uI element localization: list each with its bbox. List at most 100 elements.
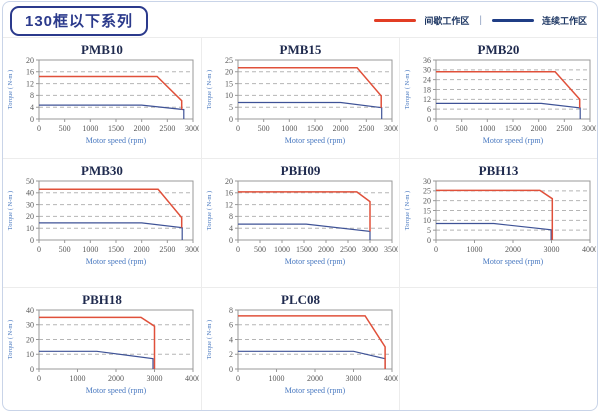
x-tick-label: 1500 (505, 124, 521, 133)
chart-title: PMB20 (477, 42, 520, 57)
intermittent-curve (39, 316, 156, 369)
x-tick-label: 4000 (384, 374, 398, 383)
chart-cell-pmb10: PMB10 0 4 8 12 16 20 0 500 1000 1500 2000 2500 3000 Mo… (3, 37, 201, 158)
intermittent-curve (435, 189, 553, 240)
x-tick-label: 1000 (82, 245, 98, 254)
chart-title: PLC08 (281, 292, 320, 307)
y-tick-label: 4 (229, 335, 233, 344)
y-tick-label: 0 (427, 236, 431, 245)
series-title: 130框以下系列 (25, 12, 134, 30)
x-tick-label: 2000 (332, 124, 348, 133)
chart-pmb15: 0 5 10 15 20 25 0 500 1000 1500 2000 2500 3000 Motor … (206, 57, 398, 145)
chart-pmb30: 01020304050050010001500200025003000Motor… (7, 178, 199, 266)
continuous-curve (435, 222, 552, 240)
y-tick-label: 0 (229, 115, 233, 124)
y-axis-label: Torque ( N-m ) (7, 70, 14, 109)
y-tick-label: 24 (423, 75, 431, 84)
y-tick-label: 50 (26, 178, 34, 186)
x-tick-label: 500 (455, 124, 467, 133)
chart-title: PMB15 (279, 42, 322, 57)
x-tick-label: 500 (257, 124, 269, 133)
x-axis-label: Motor speed (rpm) (482, 257, 543, 266)
x-tick-label: 0 (236, 245, 240, 254)
y-tick-label: 16 (26, 68, 34, 77)
y-tick-label: 12 (26, 79, 34, 88)
intermittent-curve (39, 75, 183, 110)
x-tick-label: 3000 (582, 124, 596, 133)
x-tick-label: 3000 (543, 245, 559, 254)
y-axis-label: Torque ( N-m ) (404, 70, 411, 109)
y-tick-label: 10 (26, 224, 34, 233)
chart-cell-pmb20: PMB20 0 6 12 18 24 30 36 0 500 1000 1500 2000 2500 300… (399, 37, 597, 158)
y-tick-label: 8 (30, 91, 34, 100)
x-tick-label: 4000 (185, 374, 199, 383)
x-tick-label: 0 (434, 245, 438, 254)
x-tick-label: 1000 (479, 124, 495, 133)
series-title-box: 130框以下系列 (10, 5, 149, 36)
y-tick-label: 0 (30, 115, 34, 124)
x-tick-label: 3000 (345, 374, 361, 383)
continuous-zone-label: 连续工作区 (541, 16, 587, 26)
y-tick-label: 12 (423, 95, 431, 104)
y-axis-label: Torque ( N-m ) (7, 320, 14, 359)
chart-pbh18: 0 10 20 30 40 0 1000 2000 3000 4000 Motor speed (r… (7, 307, 199, 395)
y-tick-label: 6 (229, 321, 233, 330)
y-tick-label: 36 (423, 57, 431, 65)
y-tick-label: 4 (229, 224, 233, 233)
y-axis-label: Torque ( N-m ) (206, 70, 213, 109)
y-tick-label: 5 (229, 103, 233, 112)
x-axis-label: Motor speed (rpm) (482, 136, 543, 145)
y-tick-label: 2 (229, 350, 233, 359)
x-tick-label: 3000 (362, 245, 378, 254)
x-tick-label: 3000 (185, 124, 199, 133)
chart-cell-pmb15: PMB15 0 5 10 15 20 25 0 500 1000 1500 2000 2500 3000 M… (201, 37, 399, 158)
x-tick-label: 1000 (82, 124, 98, 133)
x-tick-label: 1500 (108, 124, 124, 133)
x-tick-label: 0 (37, 245, 41, 254)
chart-title: PBH18 (82, 292, 122, 307)
legend: 间歇工作区 | 连续工作区 (374, 14, 587, 27)
continuous-curve (39, 350, 154, 369)
y-tick-label: 16 (225, 189, 233, 198)
y-axis-label: Torque ( N-m ) (206, 191, 213, 230)
y-tick-label: 40 (26, 189, 34, 198)
intermittent-curve (237, 315, 386, 369)
x-tick-label: 2500 (340, 245, 356, 254)
y-tick-label: 20 (26, 212, 34, 221)
y-tick-label: 25 (423, 187, 431, 196)
y-tick-label: 0 (427, 115, 431, 124)
x-tick-label: 0 (236, 124, 240, 133)
x-axis-label: Motor speed (rpm) (284, 257, 345, 266)
x-tick-label: 0 (37, 374, 41, 383)
y-tick-label: 30 (423, 178, 431, 186)
x-tick-label: 1500 (108, 245, 124, 254)
empty-cell (399, 287, 597, 410)
chart-title: PBH13 (478, 163, 519, 178)
x-axis-label: Motor speed (rpm) (86, 386, 147, 395)
legend-separator: | (479, 15, 482, 26)
y-tick-label: 0 (229, 236, 233, 245)
x-tick-label: 500 (254, 245, 266, 254)
y-tick-label: 40 (26, 307, 34, 315)
x-tick-label: 3500 (384, 245, 398, 254)
y-tick-label: 12 (225, 200, 233, 209)
intermittent-curve (435, 71, 580, 108)
chart-pbh09: 0 4 8 12 16 20 0 500 1000 1500 2000 2500 3000 3500 Mot… (206, 178, 398, 266)
x-tick-label: 3000 (147, 374, 163, 383)
x-axis-label: Motor speed (rpm) (284, 136, 345, 145)
x-tick-label: 2000 (307, 374, 323, 383)
intermittent-line-swatch (374, 19, 417, 22)
x-tick-label: 2000 (108, 374, 124, 383)
chart-cell-pbh09: PBH09 0 4 8 12 16 20 0 500 1000 1500 2000 2500 3000 35… (201, 158, 399, 287)
y-tick-label: 30 (26, 321, 34, 330)
continuous-curve (39, 222, 183, 240)
x-axis-label: Motor speed (rpm) (86, 257, 147, 266)
x-tick-label: 1500 (307, 124, 323, 133)
intermittent-curve (39, 188, 183, 228)
x-tick-label: 1000 (268, 374, 284, 383)
chart-cell-pmb30: PMB3001020304050050010001500200025003000… (3, 158, 201, 287)
x-tick-label: 500 (59, 245, 71, 254)
y-tick-label: 8 (229, 307, 233, 315)
x-tick-label: 4000 (582, 245, 596, 254)
y-axis-label: Torque ( N-m ) (404, 191, 411, 230)
